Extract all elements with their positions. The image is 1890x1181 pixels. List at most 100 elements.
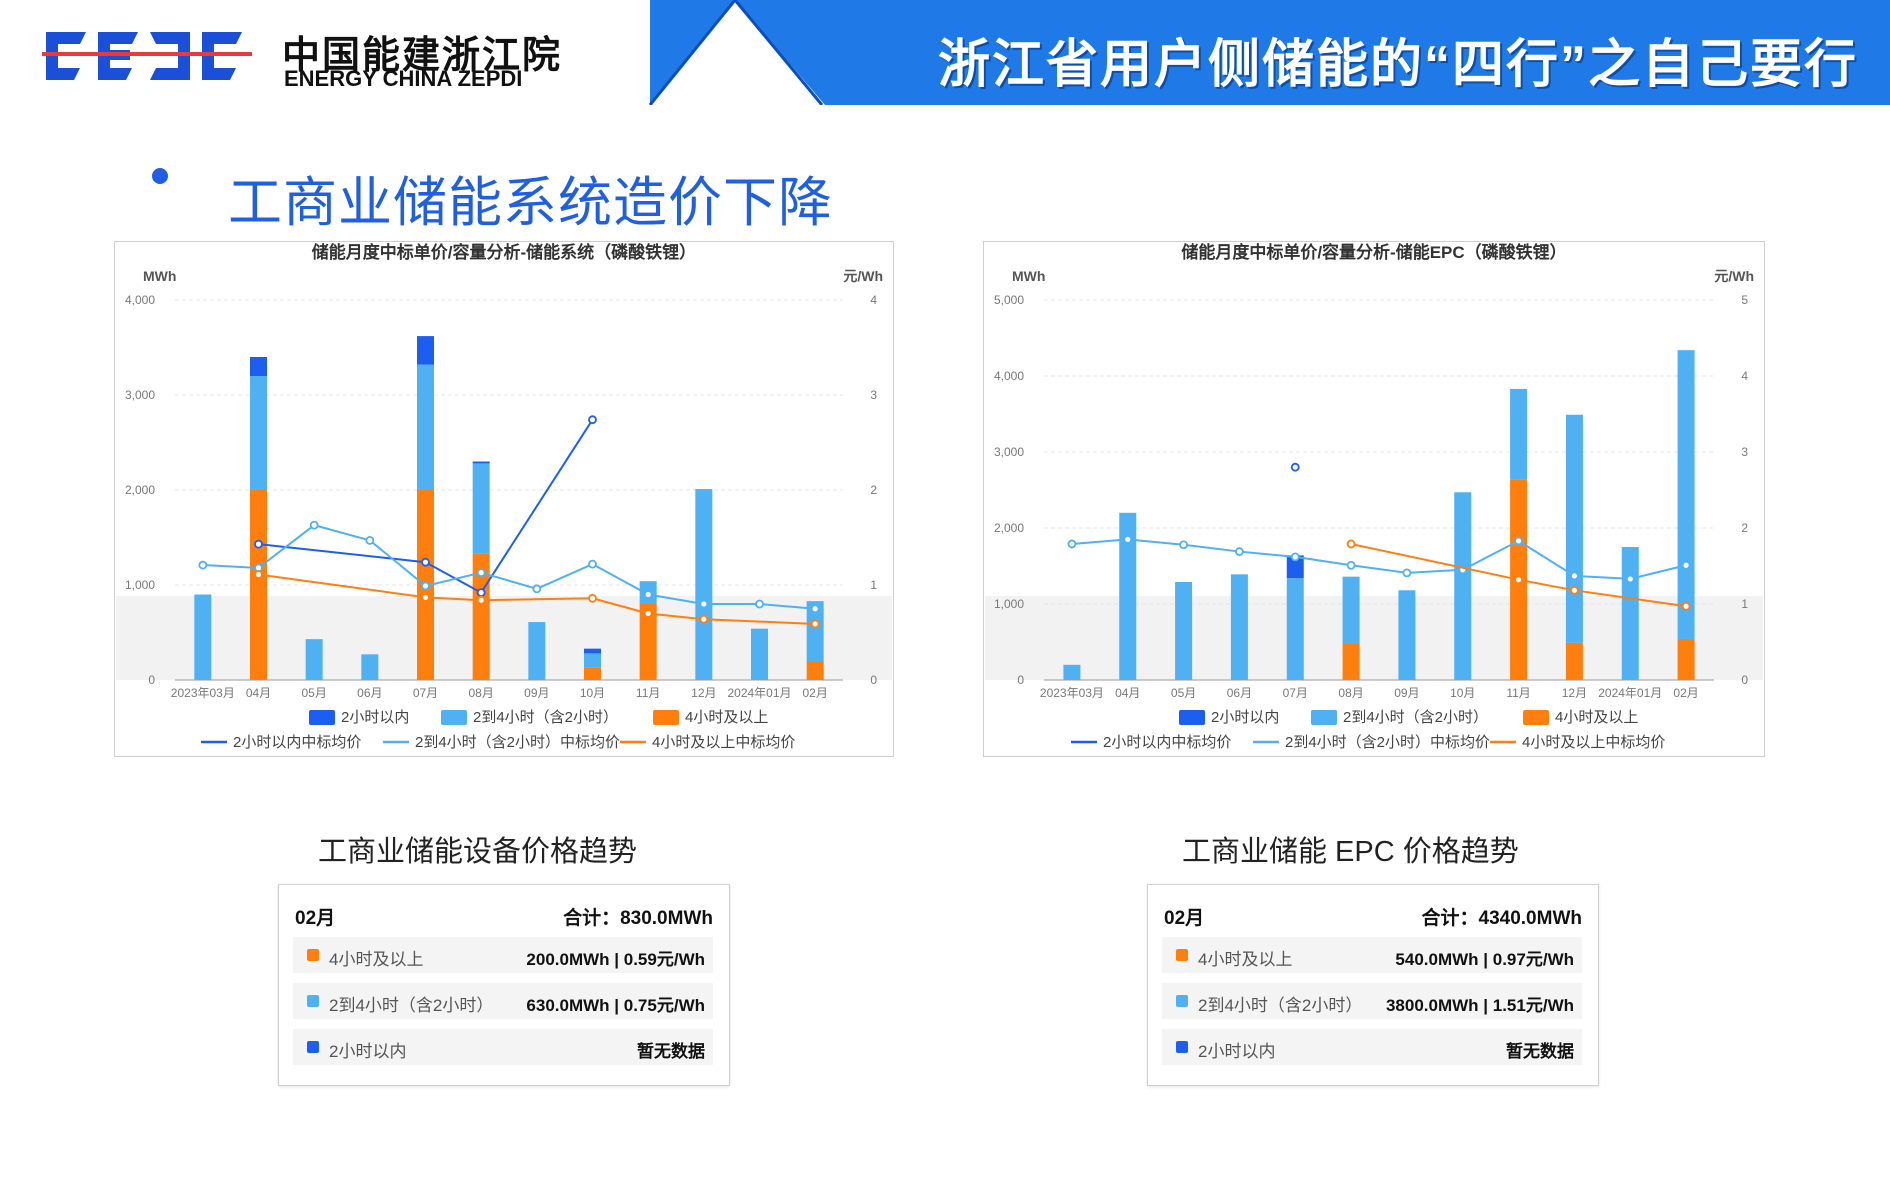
- y-right-tick-label: 3: [870, 388, 877, 402]
- tooltip-row: 2到4小时（含2小时） 3800.0MWh | 1.51元/Wh: [1162, 983, 1582, 1019]
- y-left-tick-label: 4,000: [994, 369, 1024, 383]
- legend-item: 2小时以内: [1179, 709, 1279, 726]
- bar-segment: [1398, 590, 1416, 680]
- tooltip-row-value: 200.0MWh | 0.59元/Wh: [526, 950, 705, 969]
- legend-item: 2到4小时（含2小时）中标均价: [1253, 734, 1490, 751]
- legend-label: 2到4小时（含2小时）: [1343, 709, 1488, 726]
- bar-segment: [806, 601, 824, 661]
- price-point: [588, 593, 597, 603]
- x-tick-label: 11月: [1506, 686, 1530, 700]
- chart-epc-price: 储能月度中标单价/容量分析-储能EPC（磷酸铁锂） MWh 元/Wh 0 1,000 2,…: [983, 241, 1765, 757]
- price-line: [258, 419, 594, 594]
- bar-segment: [1565, 414, 1583, 643]
- section-title: 工商业储能系统造价下降: [228, 173, 833, 233]
- price-point: [476, 588, 486, 598]
- price-point: [810, 604, 820, 614]
- x-tick-label: 02月: [802, 686, 827, 700]
- bar-segment: [528, 622, 546, 680]
- legend-swatch-icon: [653, 710, 679, 725]
- bar-segment: [1510, 388, 1528, 480]
- bar-segment: [1677, 350, 1695, 639]
- price-point: [198, 560, 208, 570]
- tooltip-row-value: 暂无数据: [637, 1042, 705, 1061]
- price-point: [699, 599, 709, 609]
- price-point: [643, 590, 653, 599]
- tooltip-row-name: 4小时及以上: [329, 950, 424, 969]
- tooltip-row-value: 630.0MWh | 0.75元/Wh: [526, 996, 705, 1015]
- price-point: [1235, 547, 1244, 556]
- price-point: [365, 535, 375, 545]
- y-right-axis-label: 元/Wh: [843, 268, 883, 284]
- slide-header: 中国能建浙江院 ENERGY CHINA ZEPDI 浙江省用户侧储能的“四行”…: [0, 0, 1890, 105]
- legend-label: 2小时以内中标均价: [1103, 734, 1231, 751]
- x-tick-label: 11月: [636, 686, 660, 700]
- tooltip-row: 2到4小时（含2小时） 630.0MWh | 0.75元/Wh: [293, 983, 713, 1019]
- price-point: [1290, 552, 1300, 562]
- x-tick-label: 2023年03月: [1040, 686, 1104, 700]
- chart-system-price: 储能月度中标单价/容量分析-储能系统（磷酸铁锂） MWh 元/Wh 0 1,000 2,0…: [114, 241, 894, 757]
- bar-segment: [1230, 574, 1248, 680]
- bar-segment: [1565, 642, 1583, 680]
- legend-swatch-icon: [441, 710, 467, 725]
- x-tick-label: 05月: [301, 686, 326, 700]
- x-tick-label: 12月: [1562, 686, 1587, 700]
- legend-item: 4小时及以上: [1523, 709, 1638, 726]
- bar-segment: [361, 654, 379, 680]
- legend-label: 2小时以内: [1211, 709, 1279, 726]
- x-tick-label: 08月: [468, 686, 493, 700]
- x-tick-label: 2023年03月: [171, 686, 235, 700]
- tooltip-header: 02月 合计：4340.0MWh: [1164, 903, 1582, 929]
- bar-segment: [1342, 643, 1360, 680]
- tooltip-row-name: 2到4小时（含2小时）: [1198, 996, 1363, 1015]
- y-right-tick-label: 2: [1741, 521, 1748, 535]
- light-blue-square-icon: [307, 995, 319, 1007]
- legend-item: 2到4小时（含2小时）: [1311, 709, 1488, 726]
- caption-epc-trend: 工商业储能 EPC 价格趋势: [1182, 836, 1519, 868]
- tooltip-row-value: 3800.0MWh | 1.51元/Wh: [1385, 996, 1574, 1015]
- x-tick-label: 2024年01月: [727, 686, 791, 700]
- price-point: [254, 539, 263, 549]
- bullet-dot: [152, 168, 168, 184]
- price-point: [643, 609, 653, 618]
- bar-segment: [472, 461, 490, 464]
- legend-item: 4小时及以上: [653, 709, 768, 726]
- price-point: [810, 619, 820, 629]
- legend-swatch-icon: [1523, 710, 1549, 725]
- x-tick-label: 07月: [413, 686, 438, 700]
- tooltip-total: 合计：4340.0MWh: [1421, 908, 1582, 929]
- tooltip-header: 02月 合计：830.0MWh: [295, 903, 713, 929]
- y-left-axis-label: MWh: [143, 268, 176, 284]
- bar-segment: [639, 604, 657, 680]
- price-point: [699, 614, 709, 624]
- tooltip-row: 4小时及以上 540.0MWh | 0.97元/Wh: [1162, 937, 1582, 973]
- price-point: [476, 568, 486, 578]
- legend-label: 2到4小时（含2小时）中标均价: [1285, 734, 1490, 751]
- bar-segment: [584, 667, 601, 680]
- price-point: [309, 520, 319, 530]
- price-point: [1681, 560, 1691, 570]
- bar-segment: [194, 594, 212, 680]
- legend-item: 4小时及以上中标均价: [1490, 734, 1665, 751]
- bar-segment: [472, 463, 490, 554]
- bar-segment: [1175, 581, 1193, 680]
- price-point: [1179, 540, 1188, 550]
- tooltip-row: 2小时以内 暂无数据: [1162, 1029, 1582, 1065]
- bar-segment: [584, 648, 601, 654]
- background-band: [116, 596, 892, 680]
- bar-segment: [1621, 547, 1639, 680]
- y-right-tick-label: 4: [870, 293, 877, 307]
- price-point: [755, 599, 764, 609]
- legend-label: 4小时及以上: [685, 709, 768, 726]
- tooltip-row-name: 2小时以内: [329, 1042, 407, 1061]
- y-left-tick-label: 0: [148, 673, 155, 687]
- y-right-tick-label: 0: [1741, 673, 1748, 687]
- price-point: [421, 592, 430, 602]
- tooltip-month: 02月: [1164, 908, 1205, 929]
- y-left-tick-label: 1,000: [994, 597, 1024, 611]
- x-tick-label: 07月: [1283, 686, 1308, 700]
- ceec-logo-icon: [42, 32, 252, 80]
- bar-segment: [1286, 555, 1304, 579]
- y-left-tick-label: 1,000: [125, 578, 155, 592]
- price-point: [1067, 539, 1077, 549]
- org-name-cn: 中国能建浙江院: [282, 35, 563, 77]
